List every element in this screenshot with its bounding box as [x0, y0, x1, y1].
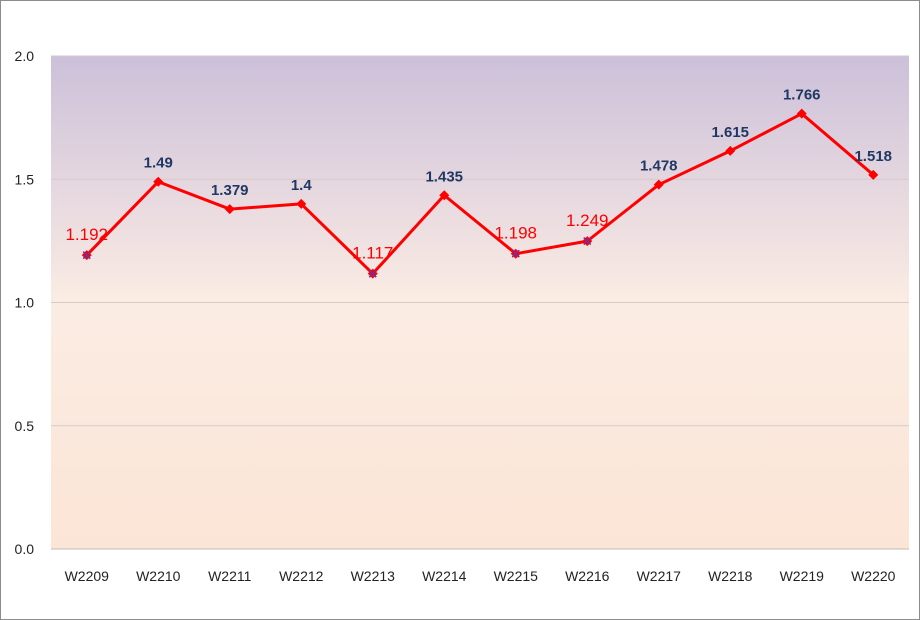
data-labels: 1.192 1.49 1.379 1.4 1.117 1.435 1.198 1.249 1.4…	[65, 87, 892, 263]
data-point	[224, 204, 235, 215]
data-label: 1.192	[65, 225, 108, 244]
data-point-cross	[583, 237, 592, 246]
x-tick-label: W2213	[351, 568, 396, 584]
x-tick-label: W2214	[422, 568, 467, 584]
data-point-cross	[368, 269, 377, 278]
y-tick-label: 1.5	[15, 171, 35, 187]
data-label: 1.518	[854, 148, 892, 165]
x-tick-label: W2209	[65, 568, 110, 584]
data-point	[796, 108, 807, 119]
data-label: 1.379	[211, 182, 249, 199]
data-label: 1.615	[711, 124, 749, 141]
data-label: 1.249	[566, 211, 609, 230]
data-point	[868, 169, 879, 180]
markers	[81, 108, 879, 279]
data-point	[439, 190, 450, 201]
gridlines	[51, 55, 909, 550]
x-tick-label: W2220	[851, 568, 896, 584]
data-point	[296, 198, 307, 209]
x-tick-label: W2215	[494, 568, 539, 584]
x-tick-label: W2212	[279, 568, 324, 584]
x-tick-label: W2210	[136, 568, 181, 584]
y-tick-label: 2.0	[15, 48, 35, 64]
data-point-cross	[82, 251, 91, 260]
x-tick-label: W2217	[637, 568, 682, 584]
x-tick-label: W2211	[208, 568, 252, 584]
data-label: 1.435	[425, 168, 463, 185]
data-point	[653, 179, 664, 190]
y-tick-label: 0.5	[15, 418, 35, 434]
series-line-path	[85, 112, 875, 276]
x-axis: W2209 W2210 W2211 W2212 W2213 W2214 W2215 W2216…	[65, 568, 896, 584]
x-tick-label: W2219	[780, 568, 825, 584]
data-point	[725, 145, 736, 156]
data-label: 1.766	[783, 87, 821, 104]
x-tick-label: W2216	[565, 568, 610, 584]
y-tick-label: 0.0	[15, 541, 35, 557]
data-label: 1.4	[291, 177, 313, 194]
y-axis: 0.0 0.5 1.0 1.5 2.0	[15, 48, 35, 557]
data-label: 1.49	[144, 155, 173, 172]
y-tick-label: 1.0	[15, 295, 35, 311]
data-label: 1.117	[352, 244, 393, 263]
data-point	[153, 176, 164, 187]
x-tick-label: W2218	[708, 568, 753, 584]
series-line	[85, 112, 875, 276]
data-label: 1.478	[640, 158, 678, 175]
data-point-cross	[511, 249, 520, 258]
data-label: 1.198	[494, 224, 537, 243]
